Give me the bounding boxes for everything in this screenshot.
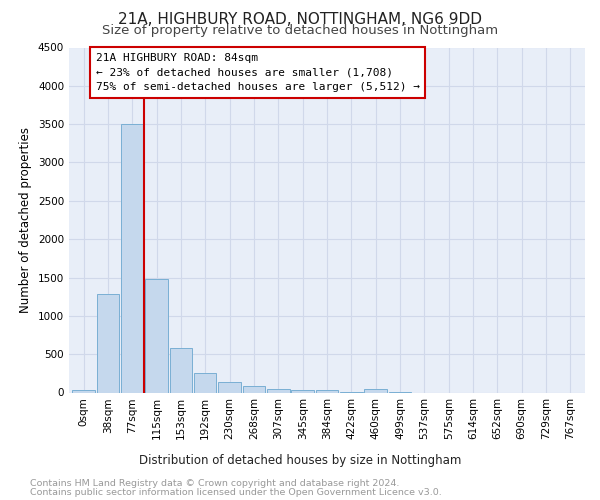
Text: 21A HIGHBURY ROAD: 84sqm
← 23% of detached houses are smaller (1,708)
75% of sem: 21A HIGHBURY ROAD: 84sqm ← 23% of detach… — [96, 53, 420, 92]
Bar — [121, 124, 143, 392]
Bar — [267, 388, 290, 392]
Text: Distribution of detached houses by size in Nottingham: Distribution of detached houses by size … — [139, 454, 461, 467]
Bar — [243, 386, 265, 392]
Bar — [292, 390, 314, 392]
Bar — [97, 294, 119, 392]
Bar — [170, 348, 192, 393]
Text: Contains HM Land Registry data © Crown copyright and database right 2024.: Contains HM Land Registry data © Crown c… — [30, 479, 400, 488]
Y-axis label: Number of detached properties: Number of detached properties — [19, 127, 32, 313]
Bar — [73, 390, 95, 392]
Bar — [145, 279, 168, 392]
Text: 21A, HIGHBURY ROAD, NOTTINGHAM, NG6 9DD: 21A, HIGHBURY ROAD, NOTTINGHAM, NG6 9DD — [118, 12, 482, 28]
Text: Contains public sector information licensed under the Open Government Licence v3: Contains public sector information licen… — [30, 488, 442, 497]
Text: Size of property relative to detached houses in Nottingham: Size of property relative to detached ho… — [102, 24, 498, 37]
Bar — [218, 382, 241, 392]
Bar — [364, 388, 387, 392]
Bar — [194, 374, 217, 392]
Bar — [316, 390, 338, 392]
